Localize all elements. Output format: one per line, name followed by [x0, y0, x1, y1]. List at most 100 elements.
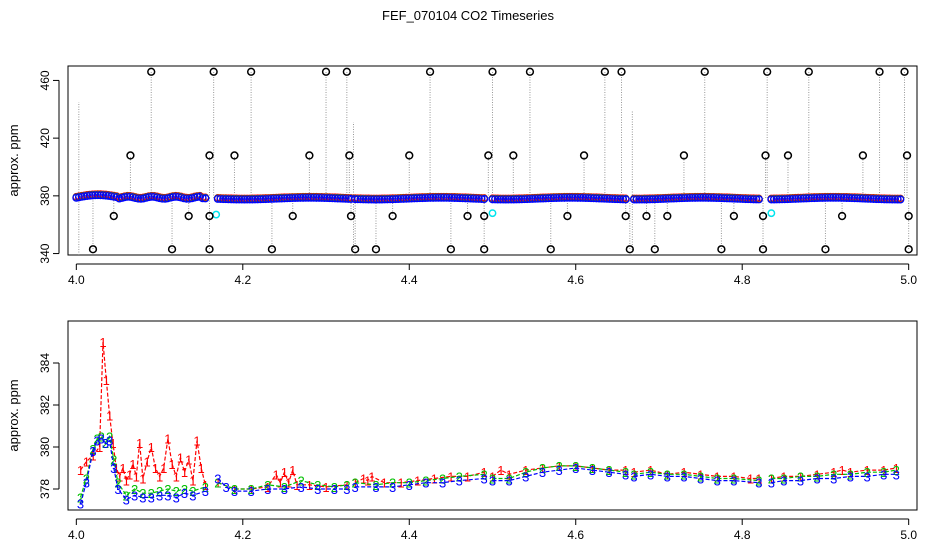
cyan-point: [767, 209, 776, 218]
outlier-point: [205, 151, 214, 160]
outlier-point: [346, 211, 356, 221]
series-marker-1: 1: [173, 469, 180, 484]
series-marker-2: 2: [110, 453, 117, 468]
y-axis-label: approx. ppm: [6, 379, 21, 451]
series-marker-2: 2: [439, 472, 446, 487]
outlier-point: [342, 67, 351, 76]
series-marker-1: 1: [106, 409, 113, 424]
series-marker-1: 1: [119, 461, 126, 476]
series-marker-3: 3: [714, 474, 721, 489]
outlier-point: [167, 245, 177, 254]
series-marker-2: 2: [506, 472, 513, 487]
series-marker-3: 3: [89, 444, 96, 459]
series-marker-1: 1: [830, 465, 837, 480]
series-marker-2: 2: [297, 474, 304, 489]
series-marker-3: 3: [110, 461, 117, 476]
outlier-point: [425, 67, 435, 76]
series-marker-2: 2: [680, 467, 687, 482]
series-marker-2: 2: [589, 461, 596, 476]
series-marker-2: 2: [605, 463, 612, 478]
outlier-point: [650, 245, 659, 254]
outlier-point: [321, 67, 331, 76]
series-line-3: [771, 473, 897, 484]
series-marker-2: 2: [106, 430, 113, 445]
outlier-point: [351, 245, 360, 254]
y-tick-label: 380: [38, 437, 52, 457]
outlier-point: [663, 211, 672, 221]
series-marker-3: 3: [83, 476, 90, 491]
series-marker-3: 3: [106, 434, 113, 449]
outlier-point: [246, 67, 256, 76]
series-marker-3: 3: [506, 474, 513, 489]
outlier-point: [126, 151, 135, 160]
series-marker-2: 2: [189, 484, 196, 499]
series-marker-1: 1: [589, 461, 596, 476]
series-line-2: [217, 479, 347, 490]
series-marker-2: 2: [572, 459, 579, 474]
outlier-point: [579, 151, 589, 160]
series-marker-1: 1: [814, 467, 821, 482]
series-marker-2: 2: [98, 430, 105, 445]
x-tick-label: 4.2: [234, 528, 251, 540]
series-marker-2: 2: [352, 476, 359, 491]
series-marker-3: 3: [647, 467, 654, 482]
series-marker-3: 3: [102, 436, 109, 451]
series-line-1: [771, 467, 897, 480]
series-marker-3: 3: [123, 493, 130, 508]
y-tick-label: 378: [38, 479, 52, 499]
outlier-point: [902, 151, 912, 160]
outlier-point: [525, 67, 535, 76]
outlier-point: [875, 67, 884, 76]
figure-title: FEF_070104 CO2 Timeseries: [382, 8, 554, 23]
series-marker-2: 2: [539, 461, 546, 476]
series-marker-2: 2: [372, 478, 379, 493]
series-marker-1: 1: [522, 463, 529, 478]
y-tick-label: 460: [38, 70, 52, 90]
series-marker-1: 1: [177, 451, 184, 466]
series-marker-1: 1: [277, 476, 284, 491]
series-marker-3: 3: [173, 490, 180, 505]
series-marker-3: 3: [730, 474, 737, 489]
series-marker-1: 1: [272, 467, 279, 482]
outlier-point: [617, 67, 626, 76]
outlier-point: [230, 151, 239, 160]
series-marker-2: 2: [622, 465, 629, 480]
series-marker-2: 2: [422, 474, 429, 489]
series-marker-2: 2: [343, 478, 350, 493]
series-marker-1: 1: [360, 472, 367, 487]
y-tick-label: 384: [38, 353, 52, 373]
series-marker-3: 3: [589, 463, 596, 478]
series-marker-3: 3: [555, 463, 562, 478]
series-line-1: [633, 469, 759, 480]
series-marker-2: 2: [697, 469, 704, 484]
series-marker-2: 2: [647, 465, 654, 480]
series-marker-1: 1: [133, 469, 140, 484]
series-marker-2: 2: [880, 465, 887, 480]
x-tick-label: 4.0: [68, 528, 85, 540]
series-marker-1: 1: [622, 463, 629, 478]
series-marker-2: 2: [181, 482, 188, 497]
outlier-point: [761, 151, 770, 160]
outlier-point: [509, 151, 518, 160]
series-marker-1: 1: [160, 461, 167, 476]
series-marker-1: 1: [89, 448, 96, 463]
x-tick-label: 4.8: [734, 273, 751, 287]
series-marker-2: 2: [893, 463, 900, 478]
series-marker-2: 2: [214, 476, 221, 491]
series-marker-1: 1: [464, 469, 471, 484]
x-tick-label: 4.8: [734, 528, 751, 540]
series-marker-1: 1: [714, 469, 721, 484]
series-marker-1: 1: [248, 482, 255, 497]
series-marker-3: 3: [630, 469, 637, 484]
series-marker-1: 1: [747, 472, 754, 487]
x-tick-label: 4.2: [234, 273, 251, 287]
series-marker-1: 1: [893, 461, 900, 476]
series-marker-3: 3: [231, 484, 238, 499]
outlier-point: [758, 211, 768, 221]
y-tick-label: 340: [38, 243, 52, 263]
series-marker-2: 2: [481, 467, 488, 482]
series-marker-1: 1: [193, 434, 200, 449]
plot-area: [72, 67, 913, 255]
series-marker-3: 3: [680, 469, 687, 484]
series-marker-2: 2: [83, 472, 90, 487]
